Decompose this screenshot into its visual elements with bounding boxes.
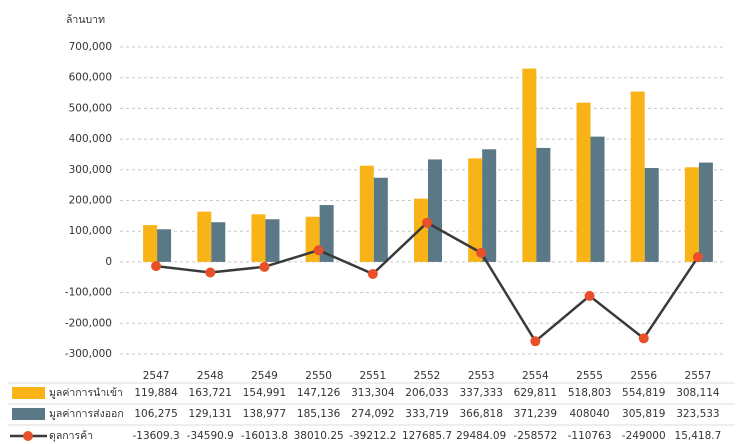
table-value: 38010.25 <box>294 430 344 442</box>
table-value: 147,126 <box>297 387 341 399</box>
y-tick-label: -200,000 <box>65 317 112 329</box>
bar <box>414 198 428 262</box>
y-unit-label: ล้านบาท <box>66 14 105 26</box>
table-value: 127685.7 <box>402 430 452 442</box>
legend-swatch <box>12 387 45 399</box>
bar <box>522 68 537 262</box>
table-value: -110763 <box>568 430 612 442</box>
bar <box>698 162 713 262</box>
bar <box>468 158 483 262</box>
table-value: 138,977 <box>243 408 286 420</box>
table-value: 323,533 <box>676 408 719 420</box>
line-marker <box>151 261 162 272</box>
line-marker <box>422 217 432 228</box>
table-value: 106,275 <box>134 408 177 420</box>
table-value: 366,818 <box>459 408 502 420</box>
x-tick-label: 2551 <box>359 370 386 382</box>
bar <box>684 167 699 262</box>
bar <box>211 222 226 262</box>
legend-label: มูลค่าการส่งออก <box>49 408 124 420</box>
table-value: 185,136 <box>297 408 341 420</box>
bar <box>251 214 266 262</box>
table-value: 371,239 <box>514 408 557 420</box>
line-marker <box>367 268 378 279</box>
table-value: 119,884 <box>134 387 178 399</box>
bar <box>197 211 212 262</box>
x-tick-label: 2552 <box>414 370 441 382</box>
table-value: 305,819 <box>622 408 665 420</box>
line-marker <box>205 267 216 278</box>
table-value: -34590.9 <box>187 430 234 442</box>
legend-label: ดุลการค้า <box>49 430 93 442</box>
line-marker <box>692 252 703 263</box>
bar <box>157 229 172 262</box>
y-tick-label: 600,000 <box>69 72 112 84</box>
bar <box>265 219 280 262</box>
x-tick-label: 2550 <box>305 370 332 382</box>
table-value: -16013.8 <box>241 430 288 442</box>
line-marker <box>530 336 541 347</box>
legend-marker <box>23 431 33 441</box>
table-value: 29484.09 <box>456 430 506 442</box>
y-tick-label: 500,000 <box>69 102 112 114</box>
line-marker <box>476 247 487 258</box>
y-tick-label: 100,000 <box>69 225 112 237</box>
legend-label: มูลค่าการนำเข้า <box>49 387 123 399</box>
table-value: -13609.3 <box>132 430 179 442</box>
y-tick-label: 300,000 <box>69 164 112 176</box>
table-value: -39212.2 <box>349 430 396 442</box>
y-tick-label: 200,000 <box>69 195 112 207</box>
y-tick-label: 0 <box>105 256 112 268</box>
x-tick-label: 2556 <box>630 370 657 382</box>
bar <box>143 225 158 262</box>
table-value: 518,803 <box>568 387 611 399</box>
bar <box>482 149 497 262</box>
table-value: 629,811 <box>514 387 557 399</box>
bar <box>305 216 320 262</box>
bar <box>373 177 388 262</box>
legend-swatch <box>12 408 45 420</box>
bar <box>630 91 645 262</box>
table-value: 154,991 <box>243 387 286 399</box>
bar <box>536 147 551 262</box>
bar <box>576 102 591 262</box>
line-marker <box>259 261 270 272</box>
line-marker <box>638 333 649 344</box>
x-tick-label: 2549 <box>251 370 278 382</box>
table-value: 554,819 <box>622 387 665 399</box>
x-tick-label: 2548 <box>197 370 224 382</box>
x-tick-label: 2547 <box>143 370 170 382</box>
y-tick-label: -100,000 <box>65 287 112 299</box>
line-marker <box>584 290 595 301</box>
x-tick-label: 2555 <box>576 370 603 382</box>
bar <box>319 205 334 262</box>
table-value: -258572 <box>513 430 557 442</box>
x-tick-label: 2553 <box>468 370 495 382</box>
table-value: 206,033 <box>405 387 448 399</box>
table-value: -249000 <box>622 430 666 442</box>
x-tick-label: 2557 <box>685 370 712 382</box>
bar <box>590 136 605 262</box>
bar <box>644 168 659 262</box>
y-tick-label: 700,000 <box>69 41 112 53</box>
table-value: 308,114 <box>676 387 720 399</box>
table-value: 163,721 <box>189 387 232 399</box>
line-marker <box>313 245 324 256</box>
x-tick-label: 2554 <box>522 370 549 382</box>
y-tick-label: 400,000 <box>69 133 112 145</box>
table-value: 337,333 <box>459 387 502 399</box>
table-value: 129,131 <box>189 408 232 420</box>
y-tick-label: -300,000 <box>65 348 112 360</box>
table-value: 408040 <box>569 408 609 420</box>
table-value: 15,418.7 <box>675 430 722 442</box>
bar <box>359 165 374 262</box>
table-value: 313,304 <box>351 387 395 399</box>
table-value: 274,092 <box>351 408 394 420</box>
bar <box>428 159 442 262</box>
table-value: 333,719 <box>405 408 448 420</box>
